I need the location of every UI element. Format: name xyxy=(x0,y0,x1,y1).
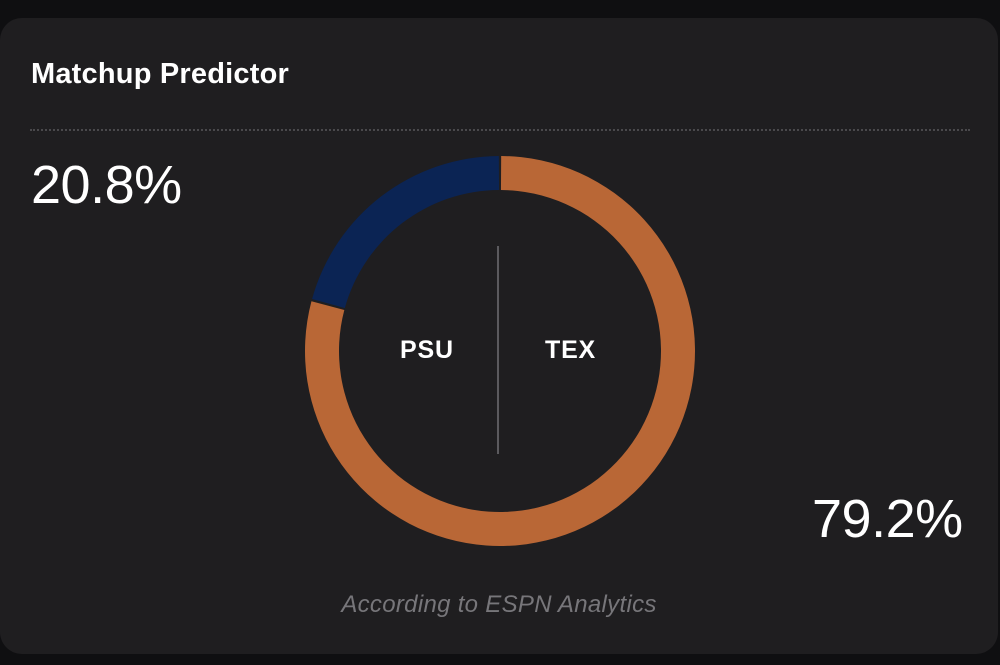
title-divider xyxy=(30,129,970,131)
donut-segment-psu xyxy=(312,156,500,309)
card-title: Matchup Predictor xyxy=(31,58,289,90)
home-win-percentage: 79.2% xyxy=(812,489,963,549)
source-note: According to ESPN Analytics xyxy=(341,591,657,618)
away-team-abbr: PSU xyxy=(400,336,454,364)
win-probability-donut xyxy=(305,156,695,546)
home-team-abbr: TEX xyxy=(545,336,597,364)
matchup-predictor-card: Matchup Predictor 20.8% 79.2% PSU TEX Ac… xyxy=(0,18,998,654)
team-divider-line xyxy=(497,246,499,454)
away-win-percentage: 20.8% xyxy=(31,155,182,215)
